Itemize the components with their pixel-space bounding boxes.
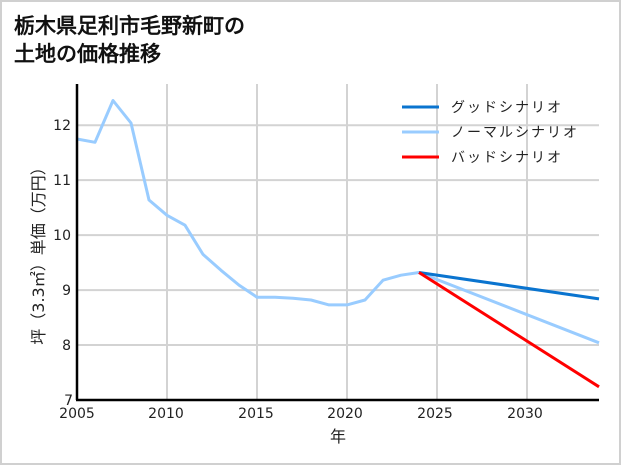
x-axis-label: 年 [330,427,346,446]
series-line-normal [76,99,600,345]
x-tick-2015: 2015 [238,406,274,422]
chart-title-line2: 土地の価格推移 [14,42,161,66]
legend-label-normal: ノーマルシナリオ [451,125,579,141]
series-line-bad [418,271,600,389]
plot-series [76,99,600,389]
y-tick-8: 8 [62,338,71,354]
y-tick-labels: 12 11 10 9 8 7 [53,118,73,409]
legend-item-bad: バッドシナリオ [402,150,563,166]
x-tick-2005: 2005 [59,406,95,422]
y-tick-11: 11 [53,173,71,189]
legend-label-good: グッドシナリオ [451,100,563,116]
x-tick-2030: 2030 [507,406,543,422]
y-tick-12: 12 [53,118,71,134]
y-axis-label: 坪（3.3㎡）単価（万円） [29,159,48,344]
x-tick-2010: 2010 [148,406,184,422]
series-line-good [418,271,600,301]
x-tick-2025: 2025 [417,406,453,422]
legend-item-normal: ノーマルシナリオ [402,125,579,141]
legend: グッドシナリオ ノーマルシナリオ バッドシナリオ [402,100,579,166]
chart-title-line1: 栃木県足利市毛野新町の [14,14,245,38]
axes [75,84,599,402]
y-tick-9: 9 [62,283,71,299]
y-tick-7: 7 [64,393,73,409]
legend-label-bad: バッドシナリオ [451,150,563,166]
y-tick-10: 10 [53,228,71,244]
chart-title: 栃木県足利市毛野新町の 土地の価格推移 [14,12,245,68]
legend-item-good: グッドシナリオ [402,100,563,116]
x-tick-labels: 2005 2010 2015 2020 2025 2030 [59,406,543,422]
x-tick-2020: 2020 [327,406,363,422]
